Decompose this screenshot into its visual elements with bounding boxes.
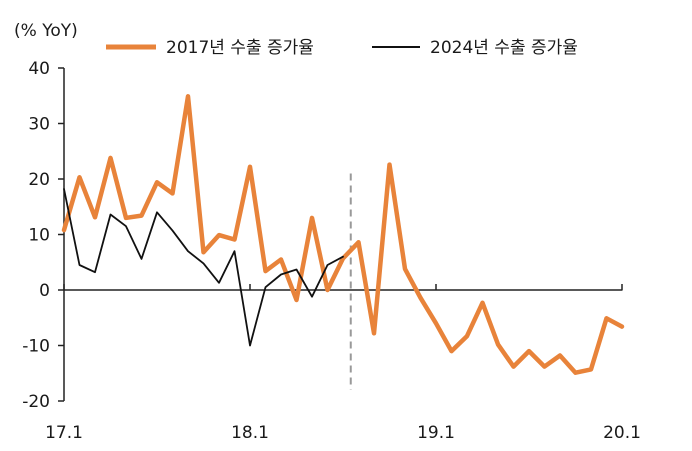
legend-label-series-0: 2017년 수출 증가율 xyxy=(166,38,314,58)
y-tick-label: -20 xyxy=(22,392,50,412)
series-line-1 xyxy=(63,188,344,347)
x-tick-label: 18.1 xyxy=(231,423,269,443)
x-tick-label: 19.1 xyxy=(417,423,455,443)
y-tick-label: 10 xyxy=(28,226,50,246)
y-unit-label: (% YoY) xyxy=(14,21,78,41)
y-tick-label: 40 xyxy=(28,59,50,79)
y-tick-label: 0 xyxy=(39,281,50,301)
axes: 40 30 20 10 0 -10 -20 17.1 18.1 19.1 20.1 xyxy=(22,59,641,443)
y-tick-label: 30 xyxy=(28,115,50,135)
y-tick-label: -10 xyxy=(22,337,50,357)
y-tick-label: 20 xyxy=(28,170,50,190)
legend: 2017년 수출 증가율 2024년 수출 증가율 xyxy=(106,38,578,58)
x-tick-label: 20.1 xyxy=(603,423,641,443)
series-line-0 xyxy=(61,94,625,375)
legend-label-series-1: 2024년 수출 증가율 xyxy=(430,38,578,58)
x-tick-label: 17.1 xyxy=(45,423,83,443)
series-group xyxy=(61,94,625,375)
